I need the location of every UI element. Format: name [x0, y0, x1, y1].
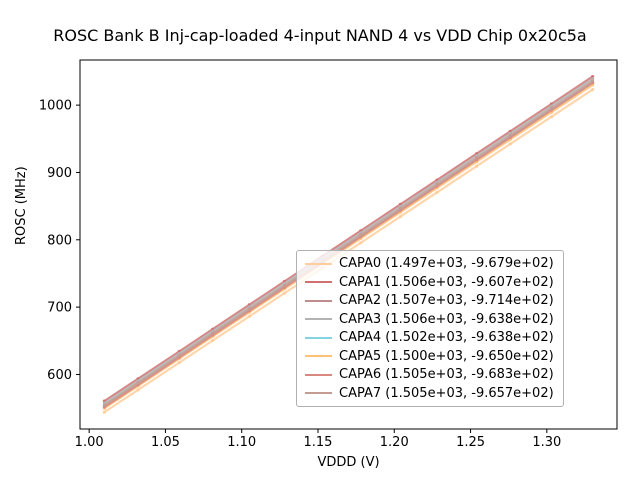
- data-point-CAPA7: [177, 353, 181, 358]
- legend-line-sample-CAPA0: [305, 262, 332, 265]
- data-point-CAPA7: [508, 134, 512, 138]
- data-point-CAPA7: [549, 106, 554, 110]
- data-point-CAPA0: [102, 410, 106, 414]
- data-point-CAPA0: [282, 291, 286, 295]
- legend-label-CAPA0: CAPA0 (1.497e+03, -9.679e+02): [339, 256, 554, 271]
- data-point-CAPA7: [591, 79, 595, 83]
- data-point-CAPA0: [136, 388, 140, 392]
- legend-line-sample-CAPA6: [305, 373, 332, 376]
- legend-label-CAPA5: CAPA5 (1.500e+03, -9.650e+02): [339, 348, 554, 364]
- y-tick-label: 800: [47, 233, 72, 248]
- legend-line-sample-CAPA7: [305, 392, 332, 394]
- data-point-CAPA0: [398, 215, 402, 219]
- legend-item-CAPA4: CAPA4 (1.502e+03, -9.638e+02): [305, 330, 554, 345]
- plot-spines: [79, 59, 618, 430]
- legend-line-sample-CAPA1: [305, 281, 332, 283]
- chart-title: ROSC Bank B Inj-cap-loaded 4-input NAND …: [53, 26, 587, 45]
- y-tick-label: 600: [47, 368, 72, 383]
- data-point-CAPA0: [359, 241, 363, 245]
- legend-item-CAPA1: CAPA1 (1.506e+03, -9.607e+02): [305, 275, 554, 290]
- legend-label-CAPA4: CAPA4 (1.502e+03, -9.638e+02): [339, 330, 554, 345]
- legend-label-CAPA1: CAPA1 (1.506e+03, -9.607e+02): [339, 274, 554, 290]
- data-point-CAPA0: [247, 314, 251, 318]
- x-tick-label: 1.25: [456, 435, 485, 450]
- legend-item-CAPA5: CAPA5 (1.500e+03, -9.650e+02): [305, 349, 554, 364]
- legend-line-sample-CAPA3: [305, 318, 332, 320]
- legend-label-CAPA2: CAPA2 (1.507e+03, -9.714e+02): [339, 293, 554, 308]
- data-point-CAPA7: [475, 156, 479, 160]
- x-tick-label: 1.00: [75, 435, 104, 450]
- data-point-CAPA7: [136, 381, 140, 385]
- data-point-CAPA0: [508, 142, 512, 146]
- legend-line-sample-CAPA5: [305, 355, 332, 357]
- data-point-CAPA7: [398, 207, 402, 211]
- legend-item-CAPA7: CAPA7 (1.505e+03, -9.657e+02): [305, 386, 554, 401]
- data-point-CAPA7: [359, 233, 363, 237]
- legend-item-CAPA2: CAPA2 (1.507e+03, -9.714e+02): [305, 293, 554, 308]
- data-point-CAPA0: [435, 190, 439, 194]
- legend-line-sample-CAPA2: [305, 299, 332, 302]
- x-tick-label: 1.30: [532, 435, 561, 450]
- data-point-CAPA0: [591, 88, 595, 92]
- series-line-CAPA3: [103, 77, 594, 405]
- legend-label-CAPA3: CAPA3 (1.506e+03, -9.638e+02): [339, 311, 554, 327]
- x-tick-label: 1.15: [304, 435, 333, 450]
- legend-label-CAPA6: CAPA6 (1.505e+03, -9.683e+02): [339, 367, 554, 382]
- data-point-CAPA7: [102, 403, 106, 407]
- x-tick-label: 1.10: [227, 435, 256, 450]
- data-point-CAPA0: [549, 115, 554, 119]
- legend-item-CAPA6: CAPA6 (1.505e+03, -9.683e+02): [305, 367, 554, 382]
- data-point-CAPA0: [475, 164, 479, 168]
- legend-line-sample-CAPA4: [305, 336, 332, 339]
- data-point-CAPA7: [435, 182, 439, 186]
- data-point-CAPA0: [177, 361, 181, 365]
- data-point-CAPA7: [282, 284, 286, 288]
- y-tick-label: 700: [47, 301, 72, 316]
- series-line-CAPA1: [103, 75, 594, 403]
- series-line-CAPA7: [103, 79, 594, 407]
- x-axis-label: VDDD (V): [317, 455, 380, 470]
- data-point-CAPA7: [211, 331, 215, 335]
- x-tick-label: 1.20: [380, 435, 409, 450]
- data-point-CAPA3: [591, 77, 595, 81]
- legend-label-CAPA7: CAPA7 (1.505e+03, -9.657e+02): [339, 385, 554, 401]
- series-line-CAPA6: [103, 81, 594, 408]
- legend-item-CAPA3: CAPA3 (1.506e+03, -9.638e+02): [305, 312, 554, 327]
- data-point-CAPA0: [211, 338, 215, 343]
- x-tick-label: 1.05: [151, 435, 180, 450]
- y-tick-label: 900: [47, 166, 72, 181]
- y-tick-label: 1000: [39, 99, 72, 114]
- data-point-CAPA7: [247, 307, 251, 311]
- legend: CAPA0 (1.497e+03, -9.679e+02) CAPA1 (1.50…: [296, 250, 564, 407]
- legend-item-CAPA0: CAPA0 (1.497e+03, -9.679e+02): [305, 256, 554, 271]
